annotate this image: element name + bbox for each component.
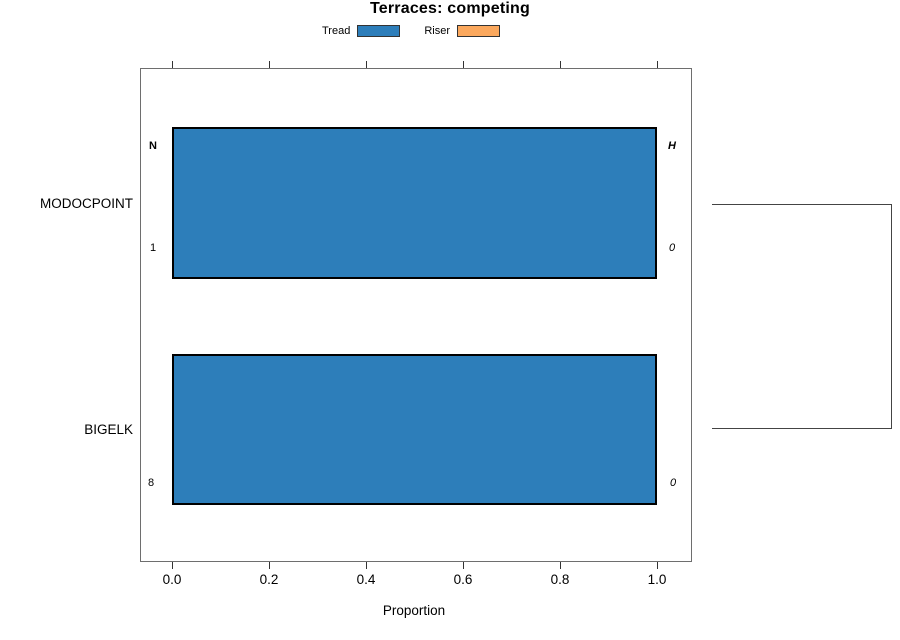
x-axis-tick-label: 0.4: [356, 572, 376, 587]
annotation-left-header: N: [149, 140, 157, 152]
x-axis-tick-label: 1.0: [647, 572, 667, 587]
x-axis-tick-label: 0.8: [550, 572, 570, 587]
plot-box: [140, 68, 692, 562]
annotation-right-header: H: [668, 140, 676, 152]
chart-title: Terraces: competing: [370, 0, 530, 17]
annotation-count-left-bigelk: 8: [147, 477, 155, 489]
x-axis-bottom-tick: [560, 562, 561, 569]
x-axis-bottom-tick: [463, 562, 464, 569]
x-axis-bottom-tick: [657, 562, 658, 569]
bar-modocpoint-tread: [172, 127, 657, 279]
annotation-count-right-modocpoint: 0: [668, 242, 676, 254]
x-axis-tick-label: 0.2: [259, 572, 279, 587]
legend-swatch-tread: [357, 25, 401, 37]
legend-label-tread: Tread: [322, 25, 351, 37]
x-axis-tick-label: 0.0: [162, 572, 182, 587]
bar-track-modocpoint: [172, 127, 657, 279]
x-axis-bottom-tick: [269, 562, 270, 569]
x-axis-label: Proportion: [382, 603, 446, 618]
category-label-bigelk: BIGELK: [84, 422, 133, 437]
category-label-modocpoint: MODOCPOINT: [40, 196, 133, 211]
x-axis-top-tick: [560, 61, 561, 68]
x-axis-top-tick: [657, 61, 658, 68]
bar-track-bigelk: [172, 354, 657, 505]
annotation-count-right-bigelk: 0: [669, 477, 677, 489]
legend-swatch-riser: [457, 25, 500, 37]
legend-item-riser: Riser: [424, 25, 500, 37]
bar-bigelk-tread: [172, 354, 657, 505]
x-axis-top-tick: [463, 61, 464, 68]
x-axis-tick-label: 0.6: [453, 572, 473, 587]
legend: Tread Riser: [322, 25, 500, 37]
cluster-bracket: [712, 204, 892, 429]
x-axis-top-tick: [269, 61, 270, 68]
legend-item-tread: Tread: [322, 25, 401, 37]
x-axis-bottom-tick: [366, 562, 367, 569]
x-axis-top-tick: [366, 61, 367, 68]
legend-label-riser: Riser: [424, 25, 450, 37]
x-axis-top-tick: [172, 61, 173, 68]
x-axis-bottom-tick: [172, 562, 173, 569]
annotation-count-left-modocpoint: 1: [149, 242, 157, 254]
